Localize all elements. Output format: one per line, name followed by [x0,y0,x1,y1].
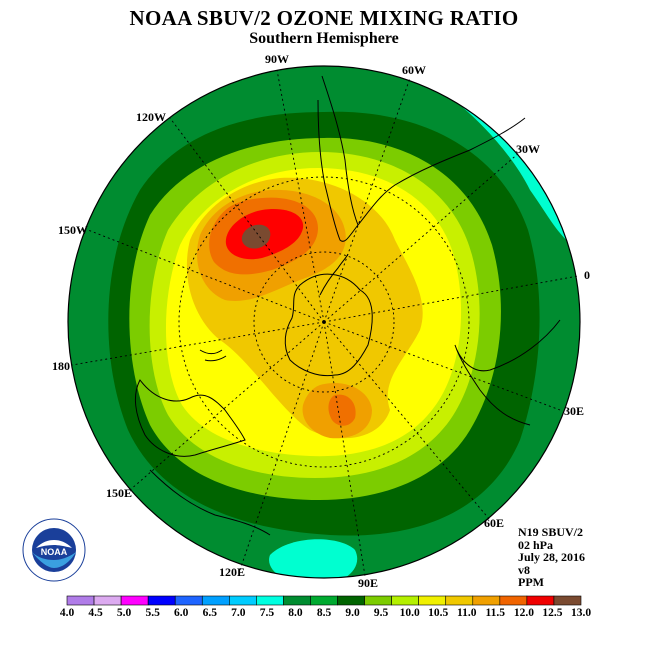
colorbar-swatch [120,595,149,606]
colorbar-tick-label: 6.5 [202,607,217,619]
lon-label-30w: 30W [516,142,540,156]
band-brown-max [241,224,271,249]
colorbar-tick-label: 7.0 [231,607,246,619]
cyan-region-s [269,539,357,578]
lon-label-90w: 90W [265,52,289,66]
lon-label-120e: 120E [219,565,246,579]
coast-south-america [317,75,359,242]
colorbar-tick-label: 4.5 [88,607,103,619]
info-date: July 28, 2016 [518,550,586,564]
coastlines [134,75,561,536]
band-dark-orange-south [328,394,356,426]
lon-label-90e: 90E [358,576,379,590]
lon-label-60e: 60E [484,516,505,530]
colorbar-swatch [553,595,582,606]
colorbar-tick-label: 6.0 [174,607,189,619]
colorbar-swatch [310,595,338,606]
lon-label-150w: 150W [58,223,88,237]
info-pressure: 02 hPa [518,537,554,552]
colorbar-swatch [283,595,311,606]
coast-south-asia [149,469,271,536]
colorbar-swatch [174,595,203,606]
colorbar-tick-label: 9.0 [345,607,360,619]
colorbar-swatch [418,595,447,606]
noaa-logo: NOAA [22,518,86,582]
colorbar-swatch [337,595,365,606]
colorbar-tick-label: 4.0 [59,607,75,619]
colorbar-tick-label: 10.0 [399,607,420,619]
colorbar-swatch [256,595,284,606]
coast-new-zealand [199,349,227,362]
colorbar-swatch [66,595,95,606]
info-units: PPM [518,575,544,589]
colorbar-tick-label: 7.5 [259,607,275,619]
lon-label-30e: 30E [564,404,585,418]
map-boundary [67,65,581,579]
colorbar-tick-label: 12.5 [542,607,563,619]
chart-title: NOAA SBUV/2 OZONE MIXING RATIO [129,6,519,30]
colorbar-swatch [229,595,257,606]
chart-subtitle: Southern Hemisphere [249,30,399,47]
colorbar-swatch [472,595,501,606]
colorbar-swatch [445,595,474,606]
colorbar-tick-label: 10.5 [428,607,449,619]
colorbar-tick-label: 9.5 [373,607,389,619]
colorbar-swatch [364,595,392,606]
coast-antarctica [284,273,373,377]
colorbar-swatch [147,595,176,606]
info-version: v8 [518,562,530,577]
colorbar-swatch [93,595,122,606]
coast-australia [134,379,246,457]
colorbar-tick-label: 5.5 [145,607,160,619]
colorbar-tick-label: 5.0 [116,607,132,619]
colorbar-tick-label: 13.0 [570,607,592,619]
coast-antarctic-peninsula [319,253,349,296]
colorbar-tick-label: 8.5 [316,607,332,619]
cyan-region-ne [440,90,580,250]
colorbar-swatch [526,595,555,606]
colorbar [66,595,582,606]
graticule [71,69,579,577]
coast-africa [454,319,561,426]
colorbar-tick-label: 12.0 [513,607,534,619]
lon-label-120w: 120W [136,110,166,124]
logo-text: NOAA [41,547,68,557]
colorbar-tick-label: 11.0 [457,607,477,619]
lon-label-60w: 60W [402,63,426,77]
colorbar-tick-label: 8.0 [288,607,303,619]
colorbar-swatch [201,595,230,606]
info-instrument: N19 SBUV/2 [518,525,584,539]
ozone-field [68,66,580,578]
colorbar-tick-label: 11.5 [485,607,506,619]
lon-label-150e: 150E [106,486,133,500]
colorbar-swatch [391,595,419,606]
lon-label-0: 0 [584,268,590,282]
info-block: N19 SBUV/2 02 hPa July 28, 2016 v8 PPM [518,526,585,589]
colorbar-swatch [499,595,528,606]
lon-label-180: 180 [52,359,70,373]
coast-south-america-east [357,117,526,226]
